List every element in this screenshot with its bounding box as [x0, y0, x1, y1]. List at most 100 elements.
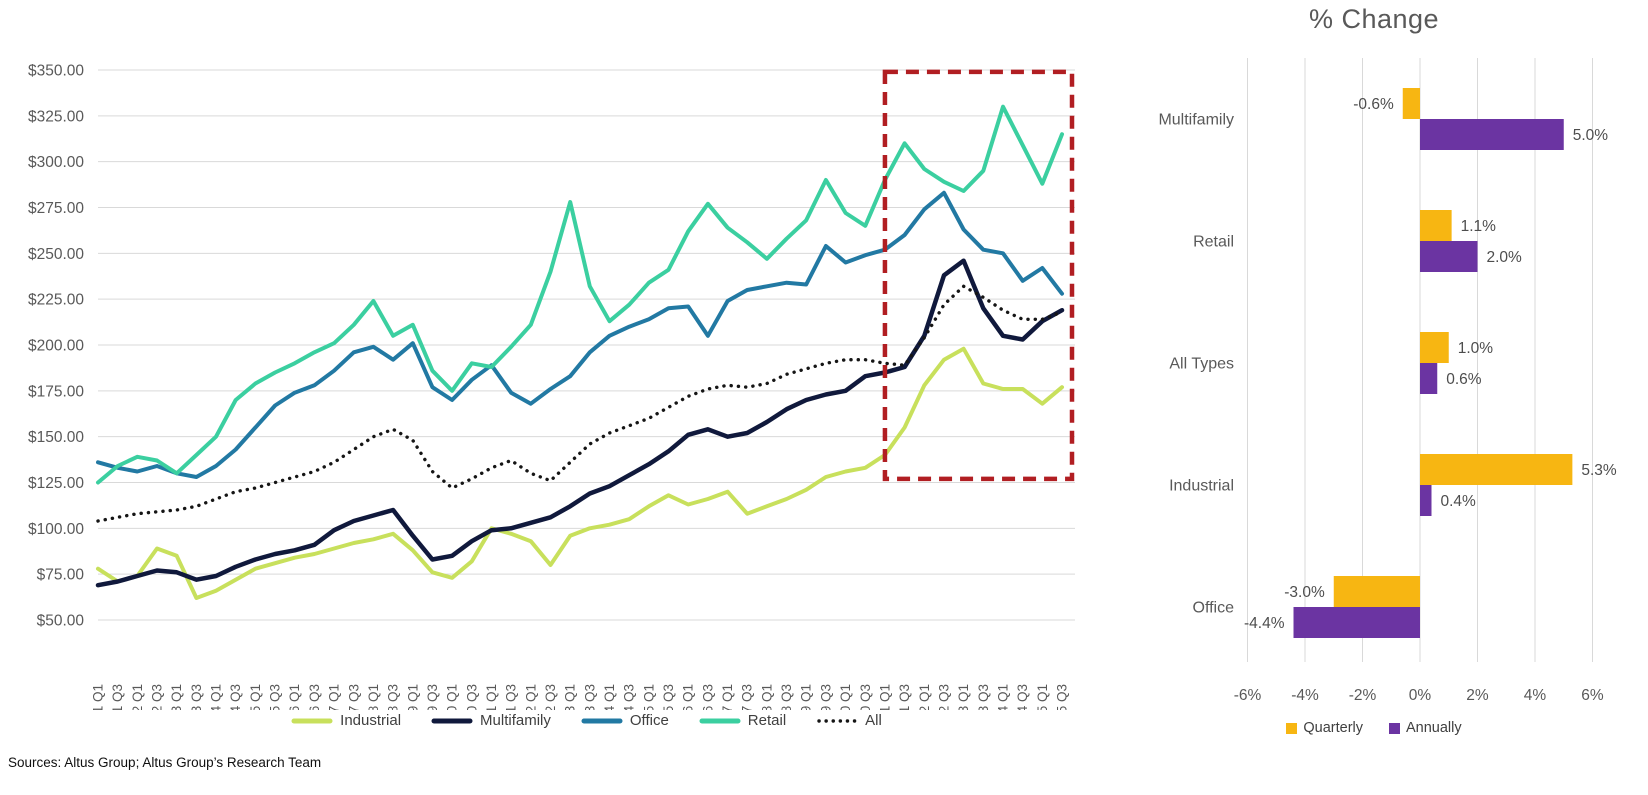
bar-quarterly-multifamily: [1402, 88, 1420, 119]
y-tick-label: $250.00: [28, 246, 84, 263]
legend-label: Annually: [1406, 720, 1462, 736]
x-tick-label: 2016 Q3: [700, 684, 715, 710]
x-tick-label: 2010 Q1: [445, 684, 460, 710]
percent-change-bar-chart: -6% -4% -2% 0% 2% 4% 6% Multifamily -0.6% 5.0% Ret…: [1158, 58, 1617, 704]
category-label-office: Office: [1193, 600, 1235, 617]
category-label-multifamily: Multifamily: [1158, 112, 1234, 129]
x-tick-label: 2021 Q1: [877, 684, 892, 710]
legend-item-multifamily: Multifamily: [431, 712, 551, 729]
x-tick-label: 2023 Q1: [956, 684, 971, 710]
y-tick-label: $200.00: [28, 338, 84, 355]
x-tick-label: 2024 Q1: [995, 684, 1010, 710]
bar-value-label: 1.1%: [1461, 218, 1497, 235]
x-tick-label: 2003 Q3: [189, 684, 204, 710]
x-tick-label: 2018 Q3: [779, 684, 794, 710]
bar-quarterly-retail: [1420, 210, 1452, 241]
x-tick-label: 0%: [1409, 687, 1432, 704]
x-tick-label: 2017 Q1: [720, 684, 735, 710]
bar-value-label: 0.4%: [1441, 493, 1477, 510]
x-tick-label: 2020 Q1: [838, 684, 853, 710]
bar-chart-legend: Quarterly Annually: [1100, 720, 1648, 736]
legend-label: Quarterly: [1303, 720, 1363, 736]
bar-value-label: 2.0%: [1487, 249, 1523, 266]
bar-annually-office: [1293, 607, 1420, 638]
line-chart-legend: Industrial Multifamily Office Retail All: [98, 712, 1075, 729]
x-tick-label: 2025 Q1: [1035, 684, 1050, 710]
y-tick-label: $325.00: [28, 108, 84, 125]
x-tick-label: 2022 Q3: [936, 684, 951, 710]
x-tick-label: 2013 Q3: [582, 684, 597, 710]
x-tick-label: 2009 Q1: [405, 684, 420, 710]
legend-swatch-industrial: [291, 718, 333, 723]
y-tick-label: $75.00: [37, 567, 85, 584]
x-tick-label: 2001 Q3: [110, 684, 125, 710]
legend-item-annually: Annually: [1389, 720, 1462, 736]
price-trend-line-chart: $350.00 $325.00 $300.00 $275.00 $250.00 $225.…: [28, 63, 1075, 710]
y-tick-label: $100.00: [28, 521, 84, 538]
x-tick-label: 2008 Q1: [366, 684, 381, 710]
x-tick-label: 2001 Q1: [91, 684, 106, 710]
x-tick-label: 2006 Q3: [307, 684, 322, 710]
legend-swatch-quarterly: [1286, 722, 1298, 734]
series-line-all: [96, 284, 1064, 523]
sources-note: Sources: Altus Group; Altus Group’s Rese…: [8, 755, 322, 770]
x-tick-label: 2011 Q3: [504, 684, 519, 710]
legend-swatch-annually: [1389, 722, 1400, 734]
y-tick-label: $125.00: [28, 475, 84, 492]
legend-item-retail: Retail: [699, 712, 786, 729]
bar-annually-retail: [1420, 241, 1478, 272]
bar-quarterly-office: [1333, 576, 1420, 607]
x-tick-label: 2002 Q1: [130, 684, 145, 710]
y-tick-label: $50.00: [37, 613, 85, 630]
category-label-all-types: All Types: [1169, 356, 1234, 373]
legend-label: Office: [629, 712, 669, 729]
x-tick-label: 2017 Q3: [740, 684, 755, 710]
category-label-retail: Retail: [1193, 234, 1234, 251]
x-tick-label: 2014 Q1: [602, 684, 617, 710]
bar-quarterly-industrial: [1420, 454, 1573, 485]
x-tick-label: 2015 Q1: [641, 684, 656, 710]
bar-annually-all-types: [1420, 363, 1438, 394]
x-tick-label: 2019 Q3: [818, 684, 833, 710]
series-line-office: [96, 190, 1064, 479]
x-tick-label: 2003 Q1: [169, 684, 184, 710]
series-line-industrial: [96, 346, 1064, 600]
legend-swatch-office: [581, 718, 623, 723]
x-tick-label: 2015 Q3: [661, 684, 676, 710]
x-tick-label: 4%: [1524, 687, 1547, 704]
x-tick-label: 2008 Q3: [386, 684, 401, 710]
bar-annually-industrial: [1420, 485, 1432, 516]
legend-label: All: [865, 712, 882, 729]
legend-swatch-multifamily: [431, 718, 473, 723]
legend-item-industrial: Industrial: [291, 712, 401, 729]
x-tick-label: 2013 Q1: [563, 684, 578, 710]
legend-item-all: All: [816, 712, 882, 729]
x-tick-label: -2%: [1349, 687, 1377, 704]
y-tick-label: $225.00: [28, 292, 84, 309]
bar-annually-multifamily: [1420, 119, 1564, 150]
legend-item-quarterly: Quarterly: [1286, 720, 1363, 736]
x-tick-label: 2004 Q1: [209, 684, 224, 710]
category-label-industrial: Industrial: [1169, 478, 1234, 495]
x-tick-label: 2025 Q3: [1055, 684, 1070, 710]
x-tick-label: 2011 Q1: [484, 684, 499, 710]
x-tick-label: 2014 Q3: [622, 684, 637, 710]
legend-swatch-all: [817, 718, 857, 723]
bar-chart-title: % Change: [1308, 4, 1440, 34]
bar-value-label: 0.6%: [1446, 371, 1482, 388]
x-tick-label: 2009 Q3: [425, 684, 440, 710]
x-tick-label: 2022 Q1: [917, 684, 932, 710]
bar-value-label: -3.0%: [1284, 584, 1325, 601]
x-tick-label: 2016 Q1: [681, 684, 696, 710]
x-tick-label: -4%: [1291, 687, 1319, 704]
bar-value-label: 1.0%: [1458, 340, 1494, 357]
x-tick-label: 2010 Q3: [464, 684, 479, 710]
y-tick-label: $300.00: [28, 154, 84, 171]
x-tick-label: -6%: [1234, 687, 1262, 704]
bar-value-label: -4.4%: [1244, 615, 1285, 632]
legend-item-office: Office: [581, 712, 669, 729]
legend-label: Industrial: [340, 712, 402, 729]
x-tick-label: 2002 Q3: [150, 684, 165, 710]
series-line-multifamily: [95, 258, 1065, 588]
